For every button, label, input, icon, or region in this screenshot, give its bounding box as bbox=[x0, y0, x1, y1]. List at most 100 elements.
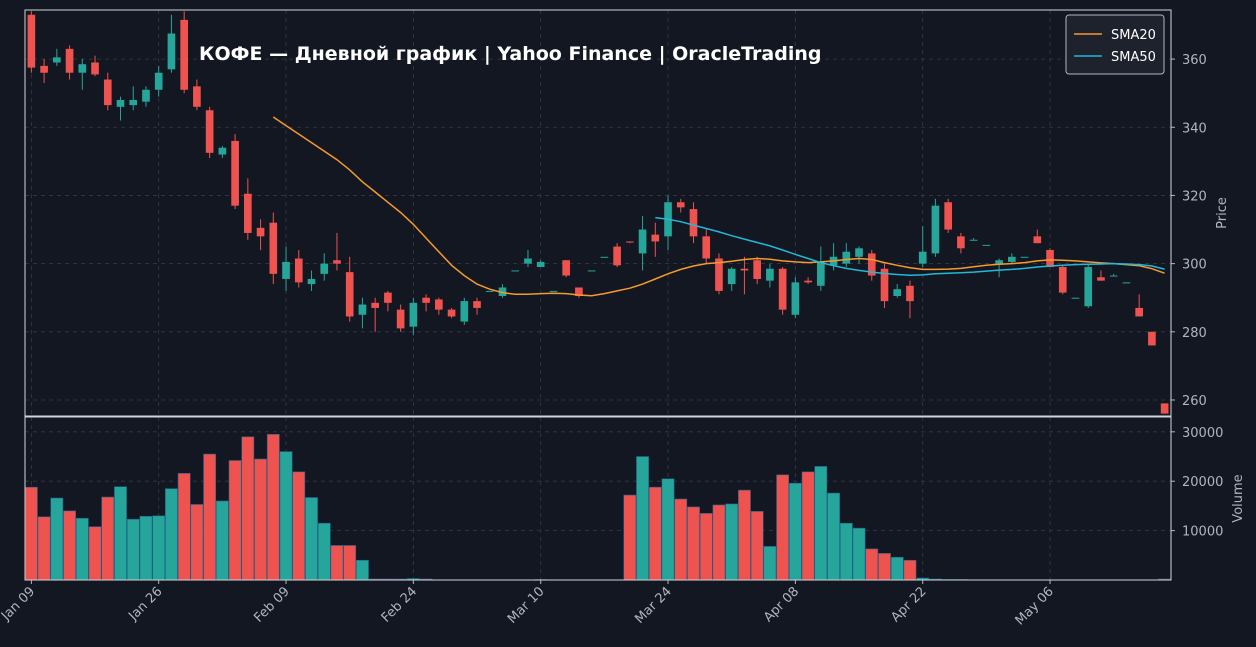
candle-body bbox=[638, 229, 647, 254]
candle-body bbox=[575, 287, 583, 297]
candle-body bbox=[218, 147, 227, 155]
candle-body bbox=[396, 309, 405, 329]
volume-bar bbox=[254, 458, 267, 581]
candle-body bbox=[549, 290, 558, 292]
volume-bar bbox=[114, 486, 127, 581]
volume-bar bbox=[292, 471, 306, 581]
sma-line bbox=[272, 116, 1165, 297]
volume-bar bbox=[661, 478, 675, 581]
volume-bar bbox=[317, 522, 331, 581]
candle-body bbox=[180, 19, 188, 90]
candle-body bbox=[345, 272, 354, 317]
volume-bar bbox=[852, 527, 866, 581]
candle-body bbox=[409, 302, 418, 327]
candle-body bbox=[536, 261, 545, 268]
candle-body bbox=[778, 268, 787, 310]
volume-bar bbox=[177, 473, 191, 581]
chart-title: КОФЕ — Дневной график | Yahoo Finance | … bbox=[199, 43, 821, 65]
legend-label: SMA50 bbox=[1111, 50, 1156, 65]
candle-body bbox=[40, 65, 48, 73]
candle-body bbox=[982, 244, 991, 246]
candle-body bbox=[193, 86, 201, 107]
candle-body bbox=[1020, 256, 1029, 258]
candle-body bbox=[65, 48, 74, 73]
candle-body bbox=[53, 57, 61, 63]
x-tick-label: Jan 09 bbox=[0, 584, 38, 624]
candle-body bbox=[1071, 297, 1080, 299]
candle-body bbox=[447, 309, 456, 317]
candle-body bbox=[855, 248, 863, 257]
y-tick-label: 30000 bbox=[1182, 426, 1223, 441]
volume-bar bbox=[699, 513, 713, 581]
y-tick-label: 360 bbox=[1182, 53, 1207, 68]
candle-body bbox=[269, 222, 278, 274]
candle-body bbox=[129, 99, 138, 106]
candle-body bbox=[562, 260, 570, 276]
volume-bar bbox=[827, 492, 840, 581]
candle-body bbox=[626, 241, 634, 243]
candle-body bbox=[282, 261, 290, 279]
volume-bar bbox=[37, 516, 51, 581]
candle-body bbox=[231, 140, 239, 206]
x-tick-label: Feb 24 bbox=[379, 584, 421, 626]
candle-body bbox=[918, 251, 927, 264]
candle-body bbox=[358, 304, 367, 315]
volume-bar bbox=[203, 453, 217, 581]
candle-body bbox=[1148, 331, 1156, 346]
y-tick-label: 300 bbox=[1182, 258, 1207, 273]
volume-bar bbox=[776, 474, 790, 581]
candle-body bbox=[142, 89, 150, 102]
volume-bar bbox=[674, 498, 688, 581]
volume-bar bbox=[890, 556, 904, 581]
candle-body bbox=[880, 268, 889, 302]
candle-body bbox=[689, 209, 698, 237]
volume-bar bbox=[343, 545, 357, 581]
candle-body bbox=[1122, 282, 1131, 284]
volume-bar bbox=[878, 553, 891, 581]
volume-bar bbox=[763, 546, 777, 581]
x-tick-label: May 06 bbox=[1013, 584, 1057, 628]
candle-body bbox=[1160, 403, 1169, 414]
candle-body bbox=[435, 299, 443, 310]
volume-bar bbox=[50, 497, 64, 581]
candle-body bbox=[256, 227, 265, 237]
volume-bar bbox=[814, 466, 828, 581]
candle-body bbox=[893, 289, 902, 297]
volume-bar bbox=[101, 496, 115, 581]
candle-body bbox=[116, 99, 125, 107]
volume-bar bbox=[152, 515, 166, 581]
volume-bar bbox=[279, 451, 293, 581]
candle-body bbox=[1084, 267, 1093, 307]
x-tick-label: Apr 08 bbox=[761, 584, 802, 625]
x-tick-label: Mar 24 bbox=[632, 584, 675, 627]
candle-body bbox=[460, 301, 469, 322]
volume-bar bbox=[623, 494, 637, 581]
x-tick-label: Apr 22 bbox=[888, 584, 929, 625]
candle-body bbox=[485, 290, 494, 292]
candle-body bbox=[944, 202, 952, 230]
candle-body bbox=[1033, 236, 1042, 244]
volume-bar bbox=[725, 503, 739, 581]
candle-body bbox=[651, 234, 660, 242]
candle-body bbox=[1008, 256, 1016, 262]
candle-body bbox=[676, 202, 685, 208]
volume-bar bbox=[228, 460, 242, 581]
candle-body bbox=[753, 260, 761, 279]
y-tick-label: 20000 bbox=[1182, 475, 1223, 490]
x-tick-label: Feb 09 bbox=[251, 584, 293, 626]
volume-bar bbox=[24, 486, 38, 581]
candle-body bbox=[1097, 277, 1105, 281]
legend-label: SMA20 bbox=[1111, 28, 1156, 43]
candle-body bbox=[422, 297, 430, 303]
volume-bar bbox=[648, 486, 662, 581]
candle-body bbox=[867, 253, 876, 276]
candle-body bbox=[103, 79, 112, 106]
y-tick-label: 280 bbox=[1182, 326, 1207, 341]
candle-body bbox=[27, 14, 36, 68]
volume-bar bbox=[356, 559, 369, 581]
volume-bar bbox=[788, 482, 802, 581]
sma-line bbox=[655, 216, 1165, 276]
candle-body bbox=[320, 263, 329, 274]
